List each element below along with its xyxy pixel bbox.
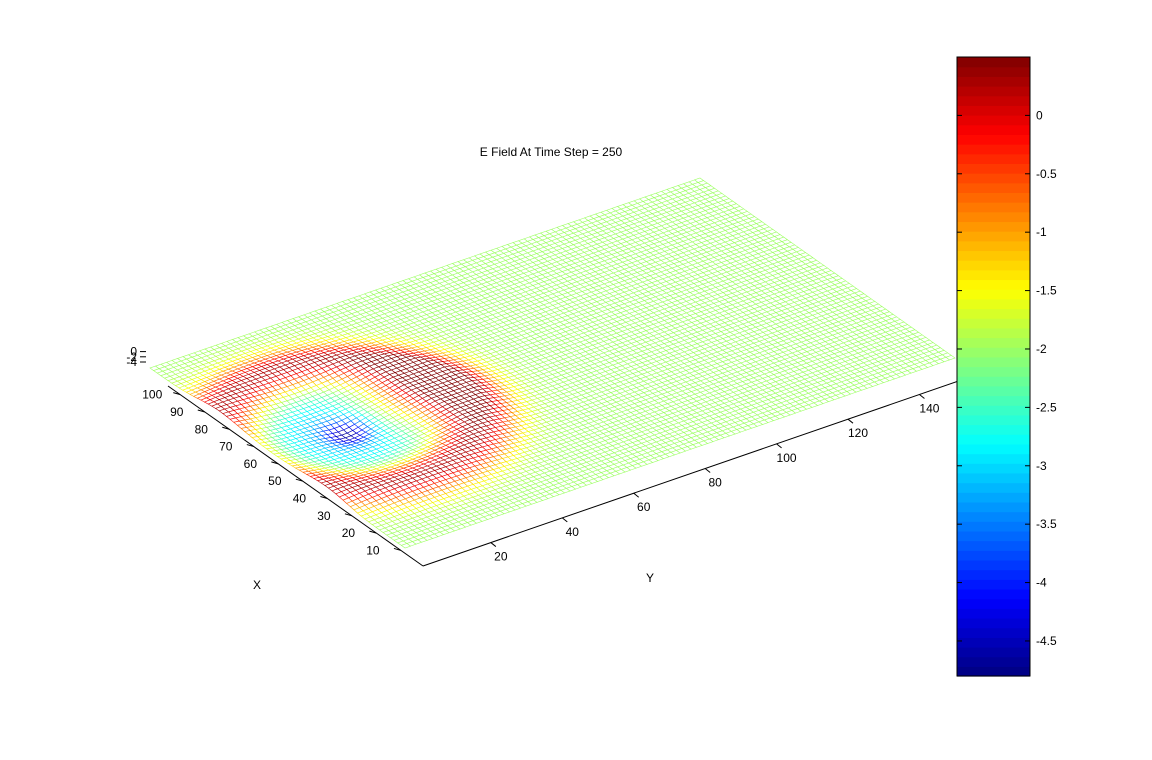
surface-mesh [149, 177, 956, 549]
